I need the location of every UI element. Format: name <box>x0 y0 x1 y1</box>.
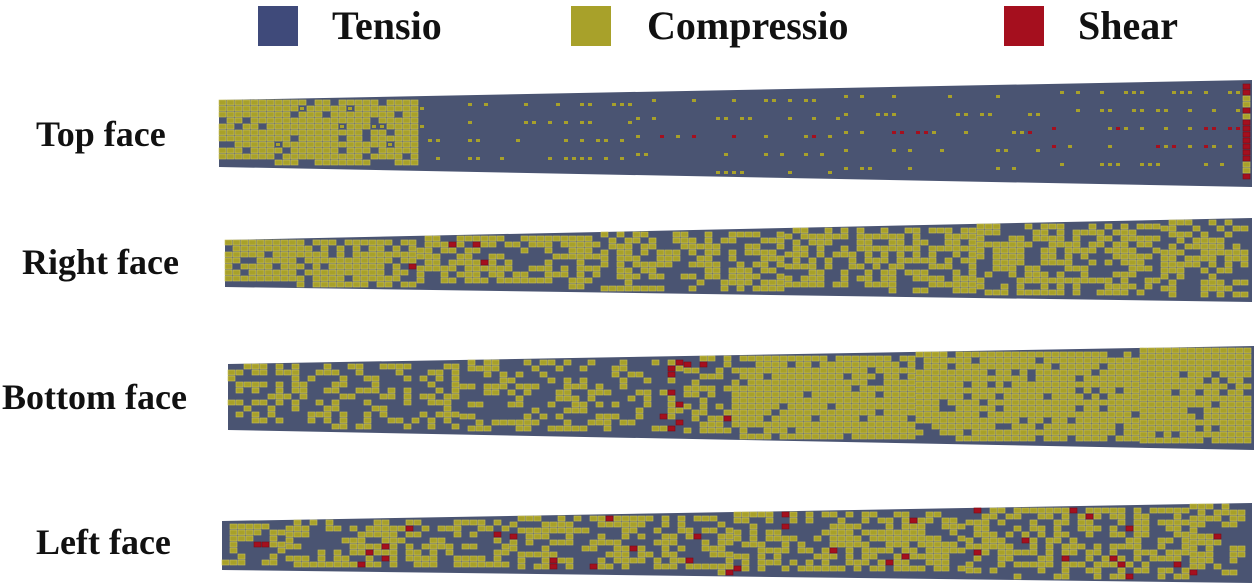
beam-top-face-map <box>218 80 1252 187</box>
legend: Tensio Compressio Shear <box>0 0 1260 60</box>
beam-right-face-map <box>224 218 1252 302</box>
legend-label-shear: Shear <box>1078 3 1178 48</box>
beam-top-outline <box>219 80 1252 187</box>
shear-swatch <box>1004 6 1044 46</box>
face-label-top: Top face <box>36 114 166 154</box>
legend-item-shear: Shear <box>1004 4 1178 48</box>
compression-swatch <box>571 6 611 46</box>
face-label-bottom: Bottom face <box>2 377 187 417</box>
face-label-left: Left face <box>36 522 171 562</box>
legend-item-compression: Compressio <box>571 4 848 48</box>
tension-swatch <box>258 6 298 46</box>
legend-label-compression: Compressio <box>647 3 849 48</box>
legend-item-tension: Tensio <box>258 4 442 48</box>
beam-left-face-map <box>221 503 1252 583</box>
beam-bottom-face-map <box>227 346 1254 450</box>
face-label-right: Right face <box>22 242 179 282</box>
legend-label-tension: Tensio <box>332 3 442 48</box>
